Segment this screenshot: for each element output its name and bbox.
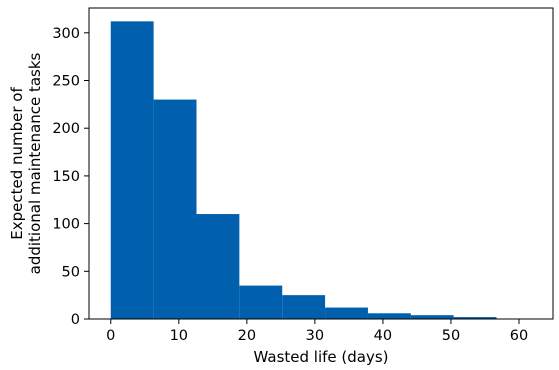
histogram-bar-4 [282, 295, 326, 319]
y-axis-ticks: 0 50 100 150 200 250 300 [52, 26, 89, 328]
y-axis-label-line-1: Expected number of [8, 87, 26, 240]
bars-group [110, 21, 497, 319]
histogram-bar-0 [110, 21, 154, 319]
histogram-bar-5 [325, 307, 368, 319]
x-axis-ticks: 0 10 20 30 40 50 60 [106, 319, 528, 344]
y-axis-label-line-2: additional maintenance tasks [26, 52, 44, 274]
histogram-bar-6 [367, 313, 411, 319]
y-tick-label: 200 [52, 121, 80, 137]
histogram-bar-2 [196, 214, 240, 319]
x-tick-label: 60 [510, 328, 528, 344]
histogram-bar-7 [410, 315, 454, 319]
y-tick-label: 50 [62, 264, 80, 280]
histogram-bar-1 [153, 99, 197, 319]
y-tick-label: 300 [52, 26, 80, 42]
y-tick-label: 150 [52, 169, 80, 185]
x-tick-label: 10 [170, 328, 188, 344]
x-tick-label: 40 [374, 328, 392, 344]
x-tick-label: 0 [106, 328, 115, 344]
x-tick-label: 50 [442, 328, 460, 344]
plot-frame [88, 7, 554, 320]
x-tick-label: 30 [306, 328, 324, 344]
histogram-bar-8 [453, 317, 497, 319]
histogram-bar-3 [239, 285, 283, 319]
y-tick-label: 100 [52, 217, 80, 233]
y-tick-label: 250 [52, 74, 80, 90]
x-axis-label: Wasted life (days) [254, 348, 389, 366]
y-tick-label: 0 [71, 312, 80, 328]
x-tick-label: 20 [238, 328, 256, 344]
